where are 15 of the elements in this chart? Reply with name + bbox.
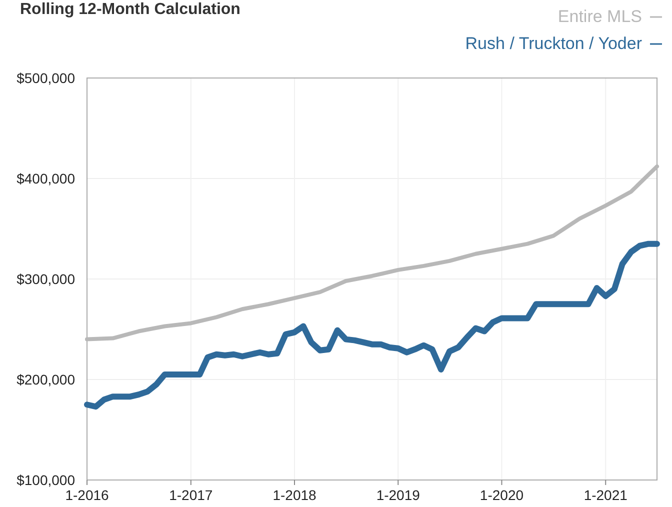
y-tick-label: $500,000 bbox=[16, 70, 76, 86]
x-tick-label: 1-2020 bbox=[480, 487, 524, 503]
y-tick-label: $100,000 bbox=[16, 472, 76, 488]
legend-label: Entire MLS bbox=[558, 7, 642, 26]
x-tick-label: 1-2017 bbox=[169, 487, 213, 503]
x-tick-label: 1-2019 bbox=[376, 487, 420, 503]
y-tick-label: $400,000 bbox=[16, 170, 76, 186]
x-tick-label: 1-2021 bbox=[584, 487, 628, 503]
x-tick-label: 1-2016 bbox=[65, 487, 110, 503]
line-series bbox=[85, 164, 659, 342]
y-tick-label: $300,000 bbox=[16, 271, 76, 287]
y-tick-label: $200,000 bbox=[16, 372, 76, 388]
x-tick-label: 1-2018 bbox=[272, 487, 317, 503]
legend-label: Rush / Truckton / Yoder bbox=[465, 34, 642, 53]
chart-title: Rolling 12-Month Calculation bbox=[20, 1, 240, 18]
